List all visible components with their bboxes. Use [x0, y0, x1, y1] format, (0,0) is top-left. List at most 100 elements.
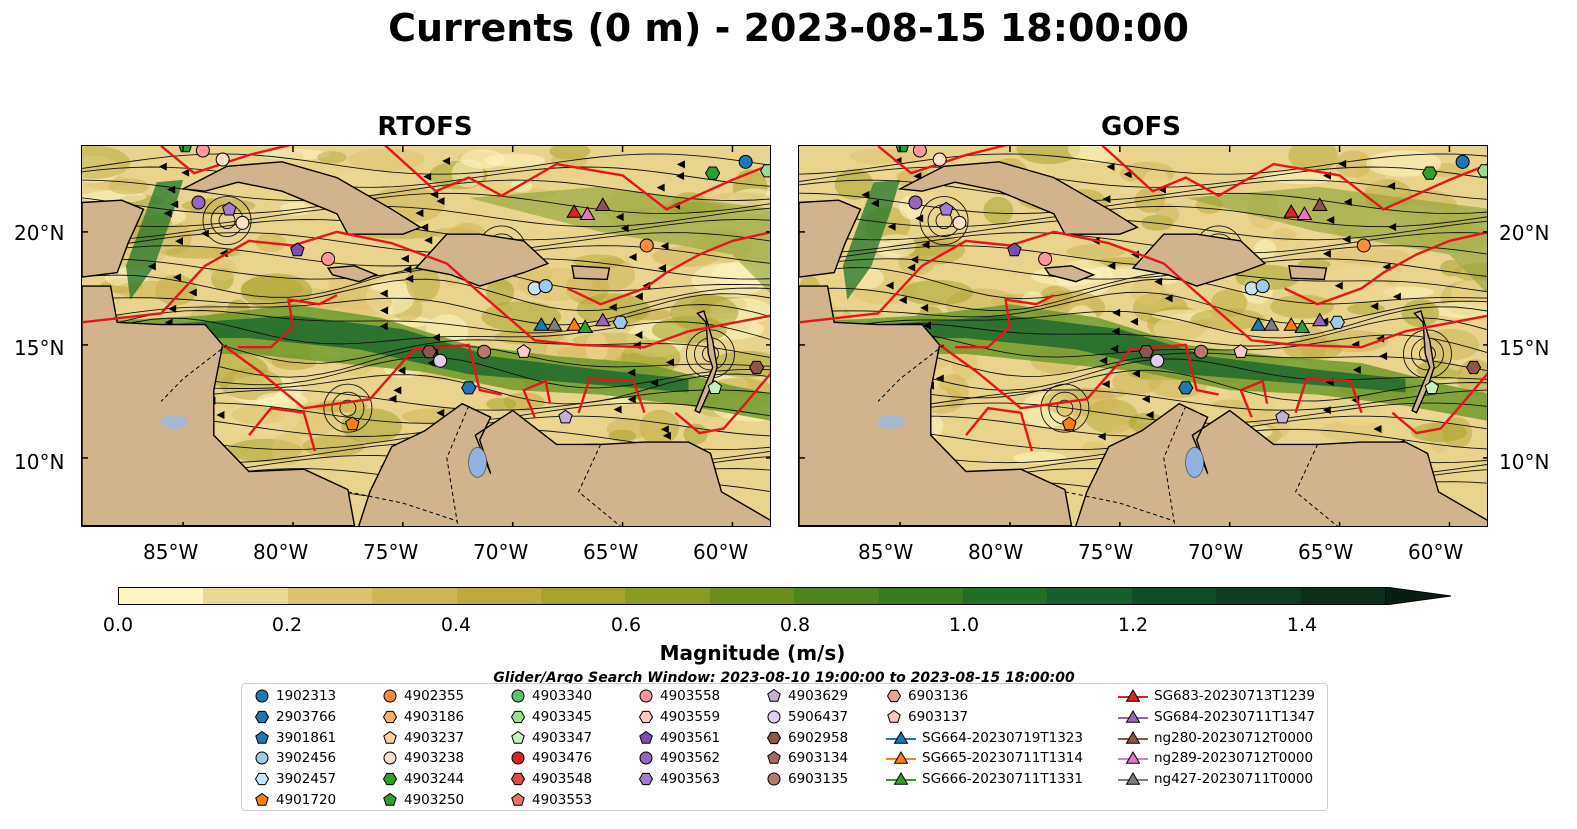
figure-title: Currents (0 m) - 2023-08-15 18:00:00 [388, 6, 1189, 50]
legend-label: 1902313 [276, 688, 337, 704]
flow-arrow [1145, 410, 1154, 419]
magnitude-patch [486, 279, 515, 306]
lat-tick-right: 20°N [1499, 221, 1550, 245]
eddy-streamline [1040, 383, 1090, 433]
colorbar-segment [1131, 588, 1217, 604]
legend-item: 4903563 [638, 769, 720, 789]
glider-marker [1283, 317, 1300, 331]
flow-arrow [628, 253, 637, 262]
legend-marker [638, 710, 654, 723]
float-marker [191, 195, 206, 210]
legend-marker [383, 792, 397, 806]
float-marker [707, 380, 723, 394]
float-marker [235, 215, 250, 230]
legend-label: 4903562 [660, 750, 721, 767]
colorbar-tick: 0.6 [610, 614, 642, 636]
land-central-america [82, 285, 356, 526]
legend-label: SG664-20230719T1323 [922, 729, 1083, 746]
flow-arrow [910, 255, 919, 264]
lake-nicaragua [877, 414, 906, 429]
flow-arrow [1343, 198, 1352, 207]
legend-marker [1125, 689, 1141, 702]
magnitude-patch [1066, 244, 1126, 259]
legend-marker [767, 688, 781, 702]
flow-arrow [158, 162, 167, 171]
magnitude-patch [302, 435, 365, 457]
legend-item: SG665-20230711T1314 [886, 748, 1083, 768]
land-puerto-rico [571, 265, 611, 281]
glider-marker [566, 317, 583, 331]
float-marker [516, 344, 531, 358]
legend-label: SG665-20230711T1314 [922, 750, 1083, 767]
magnitude-patch [1324, 266, 1404, 283]
lon-tick-rtofs: 85°W [143, 540, 199, 564]
legend-marker [1125, 751, 1141, 765]
flow-arrow [388, 394, 397, 403]
magnitude-patch [1411, 422, 1468, 443]
lat-tick-left: 10°N [14, 450, 65, 474]
flow-arrow [1154, 277, 1163, 286]
legend-marker [511, 792, 525, 806]
magnitude-patch [1346, 303, 1385, 315]
land-jamaica [1043, 265, 1096, 283]
map-panel-gofs[interactable] [798, 145, 1488, 527]
legend-label: 4903561 [660, 729, 721, 746]
flow-arrow [885, 281, 894, 290]
colorbar-segment [794, 588, 879, 604]
flow-arrow [656, 183, 665, 192]
legend-marker [766, 731, 782, 744]
flow-arrow [1373, 424, 1382, 433]
magnitude-patch [1082, 441, 1109, 455]
magnitude-patch [1288, 146, 1338, 173]
flow-arrow [1334, 281, 1343, 290]
float-marker [421, 345, 437, 359]
map-panel-rtofs[interactable] [81, 145, 771, 527]
colorbar-tick: 0.8 [779, 614, 811, 636]
lon-tick-gofs: 75°W [1078, 540, 1134, 564]
eez-boundary [1239, 379, 1269, 418]
glider-marker [1263, 317, 1280, 331]
flow-arrow [424, 236, 433, 245]
colorbar-tick: 1.2 [1117, 614, 1149, 636]
flow-arrow [393, 386, 402, 395]
magnitude-patch [108, 178, 150, 195]
legend-item: 6903135 [766, 769, 848, 789]
legend-marker [893, 730, 909, 744]
flow-arrow [1106, 162, 1115, 171]
lon-tick-gofs: 85°W [858, 540, 914, 564]
legend-label: ng280-20230712T0000 [1154, 729, 1314, 746]
legend-label: 4903347 [532, 729, 593, 746]
glider-marker [594, 312, 611, 327]
glider-marker [1250, 317, 1267, 331]
panel-title-rtofs: RTOFS [377, 112, 473, 142]
magnitude-patch [483, 153, 545, 167]
eddy-streamline [323, 383, 373, 433]
magnitude-patch [114, 281, 192, 300]
flow-arrow [442, 157, 451, 166]
flow-arrow [920, 303, 929, 312]
legend-marker [893, 751, 909, 765]
flow-arrow [676, 160, 685, 169]
eez-boundary [221, 343, 502, 410]
float-marker [558, 409, 573, 424]
legend-item: 4903250 [382, 790, 464, 810]
float-marker [1466, 360, 1482, 375]
legend-label: 4903244 [404, 771, 465, 788]
legend-label: 4903629 [788, 688, 849, 704]
float-marker [538, 279, 553, 294]
float-marker [738, 154, 753, 169]
streamline [799, 219, 1487, 241]
float-marker [1329, 315, 1345, 329]
eez-boundary [938, 343, 1219, 410]
legend-label: 5906437 [788, 708, 849, 725]
legend-item: 1902313 [254, 686, 336, 706]
magnitude-patch [1016, 146, 1081, 165]
legend-item: ng427-20230711T0000 [1118, 769, 1313, 789]
flow-arrow [907, 263, 916, 272]
legend-marker [886, 689, 902, 703]
eez-boundary [799, 230, 1487, 349]
magnitude-patch [572, 254, 624, 269]
float-marker [1455, 154, 1470, 169]
eddy-streamline [919, 196, 969, 246]
flow-arrow [168, 304, 177, 313]
